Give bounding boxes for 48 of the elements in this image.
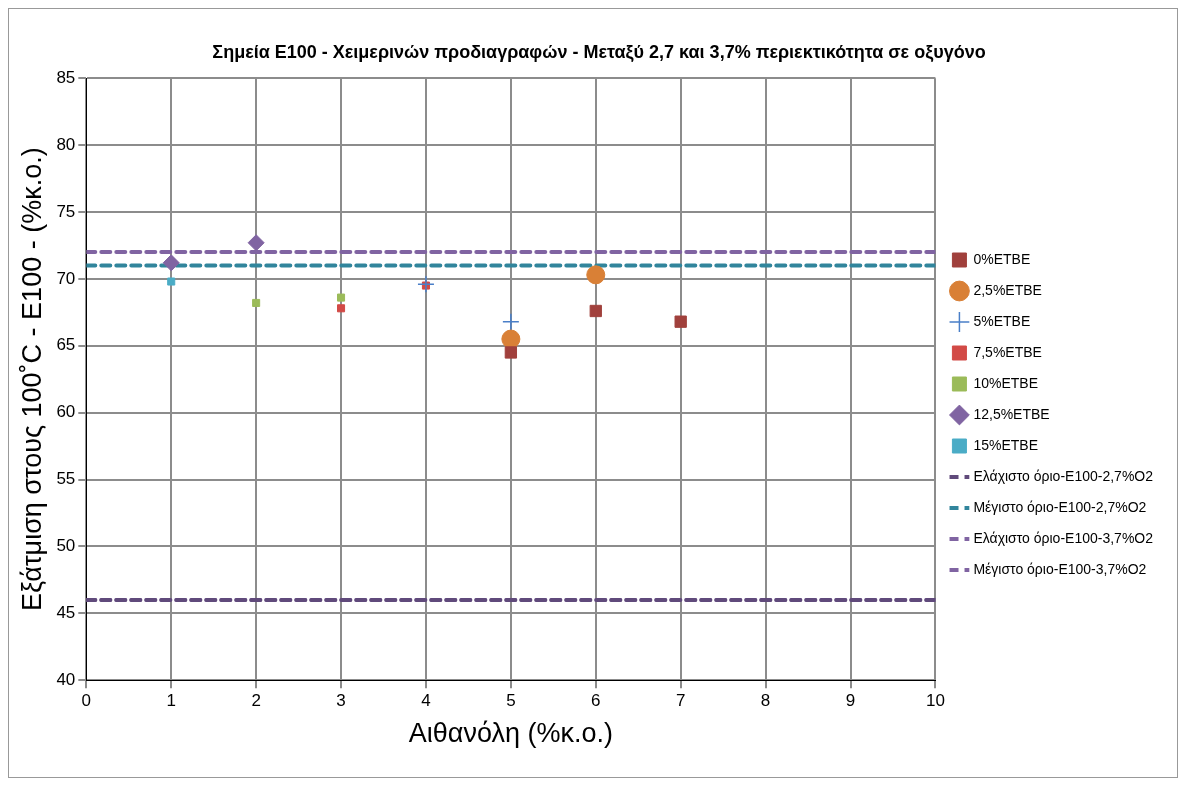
x-tick-label: 0 [81,691,92,711]
y-axis-title: Εξάτμιση στους 100˚C - E100 - (%κ.ο.) [16,147,47,612]
legend-label: 7,5%ETBE [973,343,1042,360]
point [337,304,346,313]
y-tick-label: 80 [56,134,76,154]
point [504,346,518,359]
x-tick-label: 1 [166,691,176,711]
y-tick-label: 45 [56,603,76,622]
y-tick-label: 55 [56,469,76,489]
y-tick-label: 50 [56,536,76,556]
legend-label: 0%ETBE [973,250,1031,267]
chart-title: Σημεία Ε100 - Χειμερινών προδιαγραφών - Μεταξύ 2,7 και 3,7% περιεκτικότητα σε οξυγόνο [211,41,987,64]
point [501,329,521,349]
point [589,304,602,318]
y-tick-label: 75 [56,201,76,221]
point [252,298,261,307]
x-tick-label: 2 [251,691,261,711]
y-tick-label: 40 [56,669,76,689]
point [674,315,687,328]
y-tick-label: 70 [56,268,76,288]
point [417,275,435,293]
x-tick-label: 6 [591,691,601,711]
legend-label: Ελάχιστο όριο-Ε100-2,7%Ο2 [973,467,1154,484]
legend-label: 15%ETBE [973,436,1039,453]
legend-label: Μέγιστο όριο-Ε100-2,7%Ο2 [973,498,1147,515]
legend-label: 12,5%ETBE [973,405,1050,422]
legend-label: Ελάχιστο όριο-Ε100-3,7%Ο2 [973,529,1154,546]
point [586,265,606,285]
y-tick-label: 65 [56,335,76,355]
y-tick-label: 60 [56,402,76,422]
x-tick-label: 8 [760,691,771,711]
legend-label: 5%ETBE [973,312,1031,329]
legend-label: Μέγιστο όριο-Ε100-3,7%Ο2 [973,560,1147,577]
x-tick-label: 3 [336,691,346,711]
point [162,254,180,272]
legend-label: 10%ETBE [973,374,1039,391]
point [337,293,346,302]
y-tick-label: 85 [56,67,76,87]
x-tick-label: 10 [925,691,945,711]
point [502,312,520,331]
x-tick-label: 5 [506,691,516,711]
point [247,234,265,252]
x-axis-title: Αιθανόλη (%κ.ο.) [408,718,613,749]
x-tick-label: 4 [421,691,431,711]
point [167,277,176,286]
x-tick-label: 9 [845,691,856,711]
legend-label: 2,5%ETBE [973,281,1042,298]
x-tick-label: 7 [675,691,686,711]
